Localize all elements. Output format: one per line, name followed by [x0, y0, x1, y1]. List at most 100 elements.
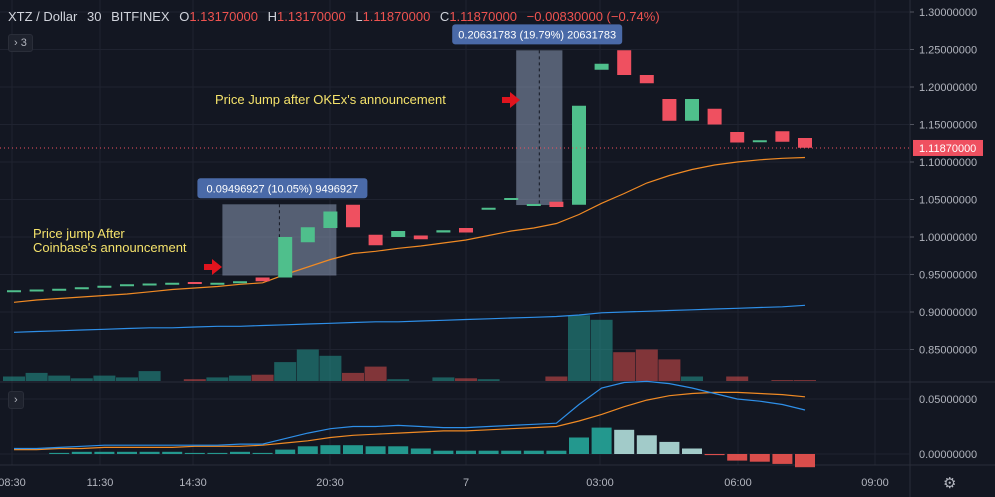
time-tick-label: 14:30	[179, 477, 207, 489]
range-label-box	[452, 24, 623, 45]
price-tick-label: 1.15000000	[919, 120, 977, 132]
range-box	[516, 50, 563, 206]
time-axis: 08:30 11:30 14:30 20:30 7 03:00 06:00 09:00	[0, 477, 889, 489]
price-tick-label: 1.25000000	[919, 45, 977, 57]
candle	[639, 75, 654, 84]
macd-histogram-bar	[704, 454, 725, 456]
candle	[504, 198, 519, 200]
macd-histogram-bar	[117, 451, 137, 454]
symbol-name[interactable]: XTZ / Dollar	[8, 9, 78, 24]
macd-histogram-bar	[162, 451, 183, 454]
candle	[142, 283, 157, 286]
macd-pane: 0.05000000 0.00000000	[0, 380, 977, 468]
macd-histogram-bar	[207, 452, 228, 454]
annotation-coinbase: Price jump After	[33, 226, 125, 241]
candle	[707, 108, 722, 125]
macd-histogram-bar	[523, 450, 544, 454]
macd-histogram-bar	[795, 454, 815, 468]
macd-histogram-bar	[252, 452, 273, 454]
macd-line	[14, 380, 806, 450]
macd-histogram-bar	[727, 454, 748, 461]
macd-histogram-bar	[94, 451, 115, 454]
macd-histogram-bar	[388, 446, 409, 454]
price-tick-label: 1.05000000	[919, 195, 977, 207]
range-measurements: 0.09496927 (10.05%) 9496927 0.20631783 (1…	[197, 24, 623, 276]
volume-bar	[138, 371, 161, 381]
candle	[233, 281, 247, 284]
candle	[210, 282, 225, 285]
price-tick-label: 1.10000000	[919, 157, 977, 169]
volume-bar	[455, 378, 477, 381]
candle	[29, 289, 44, 292]
macd-histogram-bar	[184, 452, 205, 454]
macd-histogram-bar	[320, 445, 341, 454]
ma-blue-line	[13, 304, 806, 333]
volume-bar	[25, 372, 48, 381]
candle	[165, 282, 180, 285]
symbol-header: XTZ / Dollar 30 BITFINEX O1.13170000 H1.…	[8, 9, 660, 24]
macd-histogram-bar	[297, 446, 318, 454]
volume-bar	[568, 315, 590, 381]
indicators-toggle-button[interactable]: › 3	[8, 34, 33, 52]
volume-bar	[794, 380, 816, 381]
price-tick-label: 1.30000000	[919, 7, 977, 19]
time-tick-label: 06:00	[724, 477, 752, 489]
macd-histogram-bar	[591, 427, 612, 454]
candle	[413, 235, 428, 240]
macd-histogram-bar	[546, 450, 567, 454]
price-tick-label: 0.95000000	[919, 270, 977, 282]
candle	[730, 132, 745, 143]
macd-histogram-bar	[456, 450, 476, 454]
volume-bar	[206, 377, 229, 381]
arrow-right-icon	[204, 259, 222, 275]
macd-histogram-bar	[49, 452, 70, 454]
volume-bar	[70, 378, 93, 381]
volume-bar	[545, 376, 568, 381]
macd-histogram-bar	[478, 450, 499, 454]
volume-bar	[274, 362, 297, 381]
volume-bar	[726, 376, 749, 381]
chevron-right-icon: ›	[14, 394, 18, 406]
macd-tick-label: 0.00000000	[919, 449, 977, 461]
candle	[617, 50, 632, 75]
macd-histogram-bar	[433, 450, 454, 454]
volume-bar	[681, 376, 703, 381]
gear-icon[interactable]: ⚙	[943, 475, 957, 492]
macd-histogram-bar	[682, 448, 702, 454]
time-tick-label: 09:00	[861, 477, 889, 489]
candle	[323, 211, 338, 228]
volume-bar	[183, 379, 206, 381]
volume-bar	[229, 375, 251, 381]
candle	[662, 99, 677, 121]
annotation-okex: Price Jump after OKEx's announcement	[215, 92, 446, 107]
candle	[594, 63, 609, 70]
range-label: 0.20631783 (19.79%) 20631783	[458, 29, 616, 41]
candle	[572, 105, 586, 205]
candle	[278, 237, 293, 278]
volume-bar	[635, 349, 658, 381]
ohlc-close: C1.11870000	[439, 9, 518, 24]
volume-bar	[93, 375, 116, 381]
volume-bar	[432, 377, 455, 381]
volume-bar	[296, 349, 319, 381]
candle	[798, 138, 812, 148]
macd-toggle-button[interactable]: ›	[8, 391, 24, 409]
interval-label[interactable]: 30	[86, 9, 102, 24]
candle	[436, 230, 451, 233]
macd-histogram-bar	[230, 451, 250, 454]
price-tick-label: 0.85000000	[919, 345, 977, 357]
macd-histogram-bar	[343, 445, 363, 454]
candle	[346, 204, 360, 228]
macd-histogram-bar	[365, 446, 386, 454]
volume-series	[3, 315, 816, 381]
candle	[187, 282, 202, 284]
arrow-right-icon	[502, 92, 520, 108]
candle	[685, 99, 699, 121]
macd-signal-line	[14, 391, 806, 451]
range-label: 0.09496927 (10.05%) 9496927	[207, 183, 359, 195]
volume-bar	[658, 359, 681, 381]
candle	[97, 285, 112, 288]
candle	[74, 287, 89, 290]
